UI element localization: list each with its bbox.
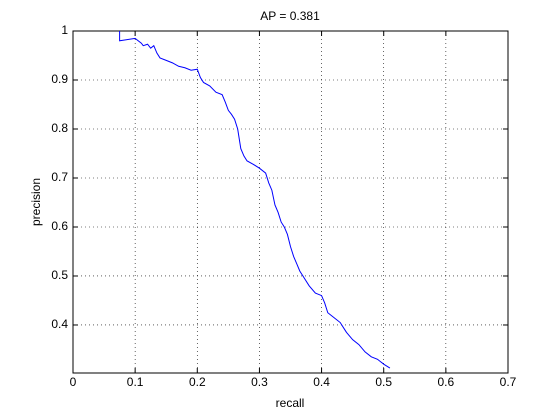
data-line — [119, 31, 391, 369]
x-tick-label: 0.4 — [313, 375, 330, 389]
x-tick-label: 0.5 — [375, 375, 392, 389]
x-tick-label: 0.7 — [500, 375, 517, 389]
y-tick-label: 1 — [61, 23, 68, 37]
x-tick-label: 0 — [70, 375, 77, 389]
plot-frame — [72, 30, 509, 374]
x-tick-label: 0.6 — [438, 375, 455, 389]
x-axis-label: recall — [276, 396, 305, 410]
y-tick-label: 0.5 — [51, 268, 68, 282]
y-tick-label: 0.7 — [51, 170, 68, 184]
chart-title: AP = 0.381 — [260, 9, 320, 23]
y-tick-label: 0.9 — [51, 72, 68, 86]
y-axis-label: precision — [29, 178, 43, 226]
y-tick-label: 0.8 — [51, 121, 68, 135]
x-tick-label: 0.1 — [127, 375, 144, 389]
y-tick-label: 0.6 — [51, 219, 68, 233]
x-tick-label: 0.2 — [189, 375, 206, 389]
y-tick-label: 0.4 — [51, 317, 68, 331]
x-tick-label: 0.3 — [251, 375, 268, 389]
